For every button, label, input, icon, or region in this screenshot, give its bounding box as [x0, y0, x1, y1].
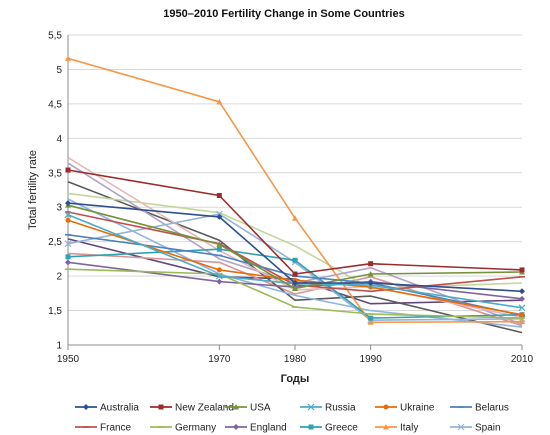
legend-item: Germany: [150, 423, 216, 434]
data-point: [292, 271, 298, 277]
legend-item: Ukraine: [375, 403, 435, 414]
data-point: [64, 211, 72, 219]
data-point: [292, 257, 298, 263]
data-point: [65, 254, 71, 260]
legend-marker: [383, 404, 389, 410]
y-tick-label: 1: [56, 341, 62, 352]
series-group: [65, 167, 525, 277]
x-tick-label: 1970: [208, 354, 231, 365]
legend-label: Belarus: [475, 403, 509, 414]
data-point: [216, 246, 222, 252]
y-tick-label: 3: [56, 203, 62, 214]
data-point: [216, 193, 222, 199]
y-tick-label: 2: [56, 272, 62, 283]
legend-marker: [308, 424, 314, 430]
data-point: [519, 312, 525, 318]
legend-marker: [233, 424, 239, 430]
legend-item: Spain: [450, 423, 501, 434]
legend-item: Belarus: [450, 403, 509, 414]
data-point: [65, 167, 71, 173]
y-axis-title: Total fertility rate: [27, 150, 39, 230]
legend-label: Ukraine: [400, 403, 435, 414]
series-group: [65, 200, 525, 295]
data-point: [65, 259, 71, 266]
x-tick-label: 1950: [57, 354, 80, 365]
x-tick-label: 1980: [284, 354, 307, 365]
legend-marker: [457, 423, 465, 431]
data-point: [367, 319, 374, 325]
data-point: [292, 285, 298, 292]
data-point: [216, 98, 223, 105]
series-lines: [64, 55, 526, 334]
data-point: [367, 280, 374, 286]
data-point: [216, 213, 223, 220]
data-point: [519, 318, 525, 325]
y-tick-label: 3,5: [48, 168, 62, 179]
legend-label: England: [250, 423, 287, 434]
data-point: [368, 315, 374, 321]
legend-label: New Zealand: [175, 403, 234, 414]
legend-item: USA: [225, 403, 271, 414]
legend-label: Germany: [175, 423, 216, 434]
y-tick-label: 5,5: [48, 31, 62, 42]
data-point: [367, 271, 374, 277]
data-point: [65, 55, 71, 61]
data-point: [519, 295, 525, 302]
data-point: [519, 288, 525, 295]
legend-label: Italy: [400, 423, 418, 434]
y-tick-label: 5: [56, 65, 62, 76]
axes: [67, 35, 523, 350]
y-tick-label: 4: [56, 134, 62, 145]
data-point: [65, 200, 71, 207]
legend-label: Spain: [475, 423, 501, 434]
series-group: [67, 180, 523, 334]
data-point: [64, 240, 72, 248]
data-point: [292, 215, 298, 221]
legend-marker: [158, 404, 164, 410]
legend-marker: [307, 403, 315, 411]
legend: Australia New Zealand USA Russia Ukraine Bela…: [75, 403, 509, 434]
data-point: [519, 267, 525, 273]
y-tick-label: 1,5: [48, 306, 62, 317]
legend-item: France: [75, 423, 132, 434]
legend-label: Greece: [325, 423, 358, 434]
legend-item: Italy: [375, 423, 418, 434]
legend-marker: [83, 404, 89, 410]
legend-item: New Zealand: [150, 403, 234, 414]
legend-label: USA: [250, 403, 271, 414]
legend-item: Russia: [300, 403, 356, 414]
chart-title: 1950–2010 Fertility Change in Some Count…: [163, 8, 404, 20]
y-tick-label: 2,5: [48, 237, 62, 248]
tick-labels: 1 1,5 2 2,5 3 3,5 4 4,5 5 5,5 1950 1970 1980 1990 2010: [48, 31, 533, 366]
data-point: [215, 272, 223, 280]
data-point: [216, 278, 223, 285]
legend-label: Russia: [325, 403, 356, 414]
data-point: [368, 261, 374, 267]
data-point: [216, 267, 222, 273]
y-tick-label: 4,5: [48, 99, 62, 110]
legend-item: Greece: [300, 423, 358, 434]
series-group: [65, 202, 525, 292]
legend-marker: [233, 404, 239, 410]
legend-item: England: [225, 423, 287, 434]
series-group: [65, 268, 525, 319]
x-tick-label: 2010: [511, 354, 534, 365]
data-point: [518, 304, 526, 312]
series-group: [65, 55, 525, 325]
x-axis-title: Годы: [281, 373, 310, 385]
legend-label: Australia: [100, 403, 139, 414]
legend-label: France: [100, 423, 132, 434]
data-point: [65, 217, 71, 223]
x-tick-label: 1990: [360, 354, 383, 365]
legend-marker: [383, 424, 389, 430]
data-point: [216, 241, 223, 247]
data-point: [292, 280, 298, 286]
series-line: [67, 180, 523, 334]
legend-item: Australia: [75, 403, 139, 414]
gridlines: [68, 34, 522, 346]
